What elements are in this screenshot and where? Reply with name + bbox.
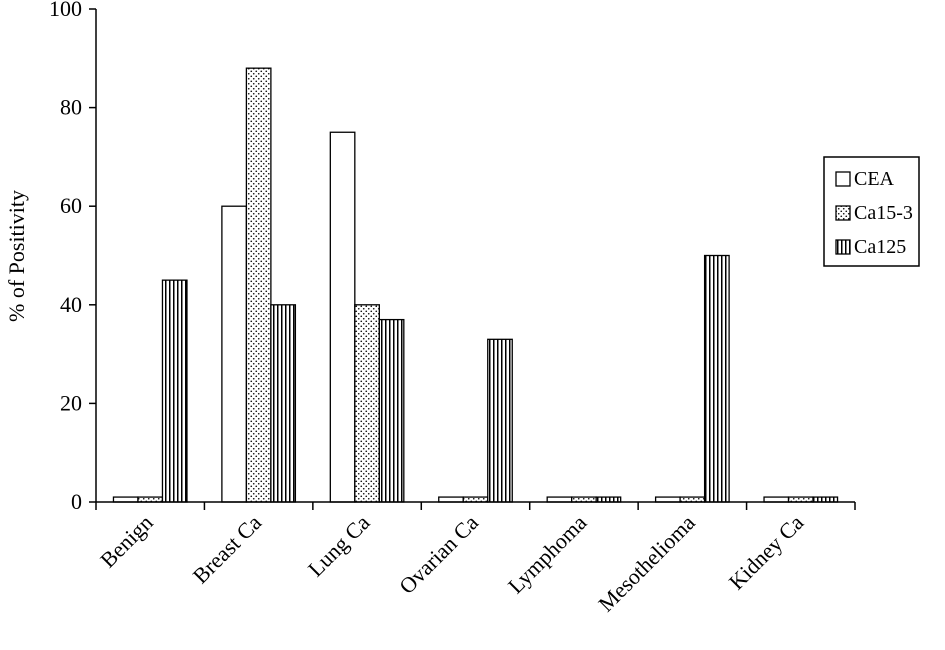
bar — [329, 131, 356, 503]
y-axis: 0 20 40 60 80 100 — [49, 0, 97, 514]
legend: CEA Ca15-3 Ca125 — [823, 156, 920, 267]
bar — [221, 205, 248, 503]
bar — [703, 254, 730, 503]
y-tick-label: 20 — [60, 390, 82, 415]
bar — [354, 304, 380, 503]
legend-label: Ca125 — [854, 236, 906, 258]
bars — [112, 67, 839, 503]
x-tick-label: Lymphoma — [503, 510, 592, 599]
legend-swatch — [835, 205, 851, 221]
bar — [378, 318, 405, 503]
legend-label: Ca15-3 — [854, 202, 913, 224]
x-tick-label: Mesothelioma — [593, 510, 700, 617]
bar — [270, 304, 297, 503]
y-tick-label: 0 — [71, 489, 82, 514]
x-tick-label: Benign — [95, 510, 158, 573]
bar — [245, 67, 272, 503]
y-axis-label: % of Positivity — [4, 190, 29, 322]
y-tick-label: 100 — [49, 0, 82, 21]
bar — [487, 338, 513, 503]
y-tick-label: 40 — [60, 292, 82, 317]
x-tick-label: Kidney Ca — [724, 510, 809, 595]
legend-swatch — [835, 171, 851, 187]
y-tick-label: 80 — [60, 95, 82, 120]
legend-swatch — [835, 239, 851, 255]
bar — [161, 279, 188, 503]
x-tick-label: Lung Ca — [303, 510, 375, 582]
x-axis: Benign Breast Ca Lung Ca Ovarian Ca Lymphoma… — [95, 501, 856, 617]
y-tick-label: 60 — [60, 193, 82, 218]
x-tick-label: Ovarian Ca — [394, 510, 483, 599]
legend-label: CEA — [854, 168, 895, 190]
x-tick-label: Breast Ca — [188, 510, 267, 589]
